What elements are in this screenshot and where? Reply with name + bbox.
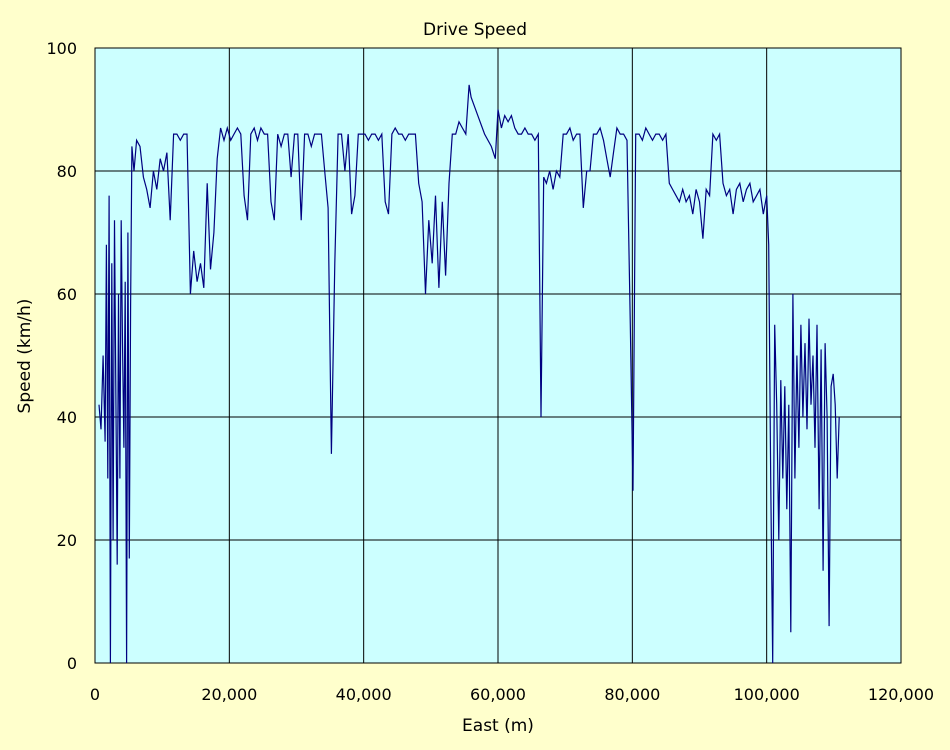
y-axis-label: Speed (km/h) <box>15 299 35 414</box>
x-axis-label: East (m) <box>462 716 534 736</box>
y-tick-label: 100 <box>46 39 77 58</box>
y-tick-label: 40 <box>57 408 77 427</box>
y-tick-label: 80 <box>57 162 77 181</box>
speed-series-line <box>98 84 840 664</box>
x-tick-label: 100,000 <box>734 685 800 704</box>
x-axis-ticks: 0 20,000 40,000 60,000 80,000 100,000 120,000 <box>90 685 934 704</box>
x-tick-label: 0 <box>90 685 100 704</box>
x-tick-label: 120,000 <box>868 685 934 704</box>
x-tick-label: 80,000 <box>604 685 660 704</box>
y-tick-label: 20 <box>57 531 77 550</box>
y-axis-ticks: 0 20 40 60 80 100 <box>46 39 77 673</box>
grid-lines <box>95 48 901 663</box>
y-tick-label: 60 <box>57 285 77 304</box>
x-tick-label: 60,000 <box>470 685 526 704</box>
x-tick-label: 40,000 <box>336 685 392 704</box>
y-tick-label: 0 <box>67 654 77 673</box>
chart-title: Drive Speed <box>423 20 527 40</box>
x-tick-label: 20,000 <box>201 685 257 704</box>
